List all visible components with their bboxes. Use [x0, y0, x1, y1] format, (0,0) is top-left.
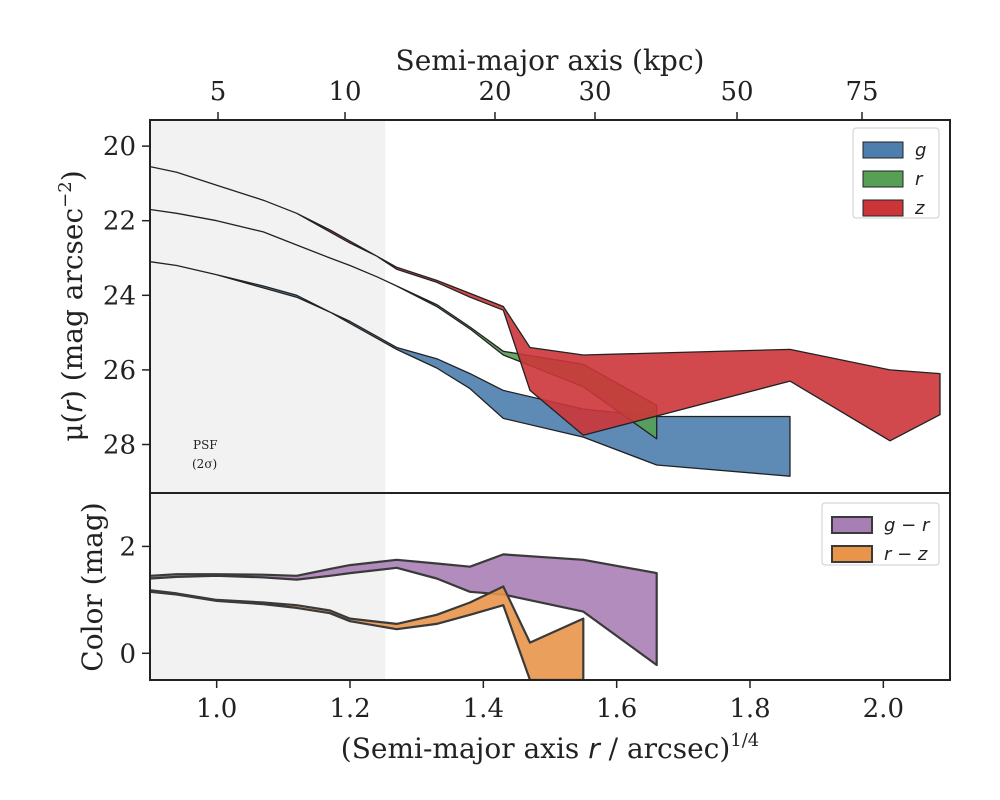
legend-label: g − r	[884, 515, 931, 536]
kpc-tick-label: 75	[845, 77, 878, 107]
bottom-x-ticks: 1.0 1.2 1.4 1.6 1.8 2.0	[196, 680, 904, 724]
bottom-y-axis-label: Color (mag)	[76, 502, 109, 671]
top-ytick-label: 22	[103, 207, 136, 237]
legend-label: r	[915, 169, 924, 190]
legend-swatch	[862, 170, 904, 188]
legend-label: g	[915, 140, 926, 161]
xtick-label: 1.6	[596, 694, 637, 724]
bottom-ytick-label: 0	[119, 639, 136, 669]
xtick-label: 1.4	[463, 694, 504, 724]
psf-label-line2: (2σ)	[192, 457, 217, 471]
top-y-axis-label: μ(r) (mag arcsec−2)	[55, 170, 89, 441]
kpc-tick-label: 50	[720, 77, 753, 107]
color-bands	[150, 553, 658, 680]
color-panel: 02 1.0 1.2 1.4 1.6 1.8 2.0 Color (mag) (Semi-…	[76, 492, 951, 765]
kpc-tick-label: 5	[210, 77, 227, 107]
band-gr-0	[150, 553, 658, 667]
xtick-label: 1.0	[196, 694, 237, 724]
top-x-axis-label: Semi-major axis (kpc)	[396, 44, 705, 77]
xtick-label: 1.8	[729, 694, 770, 724]
band-rz-1	[150, 585, 585, 680]
psf-label-line1: PSF	[193, 438, 218, 452]
legend-swatch	[831, 545, 873, 563]
xtick-label: 1.2	[329, 694, 370, 724]
legend-swatch	[862, 141, 904, 159]
top-y-ticks: 20 22 24 26 28	[103, 132, 150, 461]
legend-label: z	[914, 198, 925, 219]
kpc-tick-label: 30	[578, 77, 611, 107]
top-ytick-label: 20	[103, 132, 136, 162]
top-kpc-ticks: 5 10 20 30 50 75	[210, 77, 879, 120]
psf-shaded-region-bottom	[150, 493, 386, 680]
surface-brightness-bands	[150, 165, 941, 477]
legend-label: r − z	[884, 544, 928, 565]
band-z-2	[150, 165, 941, 442]
xtick-label: 2.0	[863, 694, 904, 724]
bottom-y-ticks: 02	[119, 532, 150, 669]
legend-swatch	[862, 199, 904, 217]
top-ytick-label: 28	[103, 431, 136, 461]
top-ytick-label: 26	[103, 356, 136, 386]
bottom-axes-frame	[149, 492, 951, 681]
bottom-ytick-label: 2	[119, 532, 136, 562]
band-r-1	[150, 208, 658, 440]
top-legend: grz	[852, 127, 940, 219]
psf-shaded-region	[150, 120, 386, 493]
legend-swatch	[831, 516, 873, 534]
kpc-tick-label: 20	[478, 77, 511, 107]
kpc-tick-label: 10	[328, 77, 361, 107]
surface-brightness-panel: 20 22 24 26 28 5 10 20 30 50 75 Semi-major axis (…	[55, 44, 951, 494]
bottom-legend: g − r r − z	[821, 502, 940, 566]
top-ytick-label: 24	[103, 281, 136, 311]
bottom-x-axis-label: (Semi-major axis r / arcsec)1/4	[341, 730, 759, 765]
